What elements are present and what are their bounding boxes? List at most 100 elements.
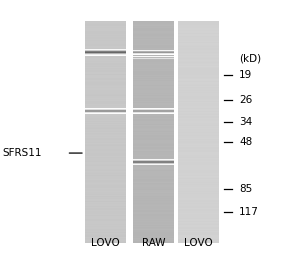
Bar [178, 71, 219, 72]
Bar [85, 45, 126, 46]
Bar [133, 222, 174, 223]
Bar [85, 77, 126, 78]
Bar [178, 55, 219, 56]
Bar [85, 161, 126, 162]
Bar [178, 240, 219, 241]
Bar [178, 136, 219, 137]
Bar [133, 188, 174, 189]
Bar [178, 52, 219, 53]
Bar [178, 86, 219, 87]
Bar [178, 184, 219, 185]
Bar [178, 112, 219, 113]
Bar [133, 232, 174, 233]
Bar [85, 63, 126, 64]
Bar [133, 149, 174, 150]
Bar [133, 45, 174, 46]
Bar [85, 167, 126, 168]
Bar [133, 37, 174, 38]
Bar [178, 79, 219, 80]
Bar [133, 81, 174, 82]
Bar [133, 226, 174, 227]
Bar [178, 200, 219, 201]
Bar [85, 212, 126, 213]
Bar [85, 170, 126, 171]
Bar [133, 241, 174, 242]
Bar [178, 229, 219, 230]
Bar [178, 201, 219, 202]
Bar [85, 134, 126, 135]
Bar [133, 146, 174, 147]
Bar [178, 193, 219, 194]
Bar [85, 104, 126, 105]
Bar [133, 89, 174, 90]
Bar [178, 232, 219, 233]
Bar [178, 56, 219, 57]
Bar [85, 125, 126, 126]
Bar [133, 28, 174, 29]
Bar [85, 236, 126, 237]
Bar [178, 25, 219, 26]
Bar [178, 65, 219, 66]
Bar [178, 214, 219, 215]
Bar [133, 60, 174, 61]
Bar [85, 95, 126, 96]
Bar [85, 24, 126, 25]
Bar [133, 143, 174, 144]
Bar [133, 82, 174, 83]
Bar [133, 219, 174, 220]
Bar [133, 201, 174, 202]
Bar [133, 233, 174, 234]
Bar [178, 224, 219, 225]
Bar [178, 36, 219, 37]
Bar [178, 207, 219, 208]
Bar [133, 26, 174, 27]
Bar [178, 61, 219, 62]
Bar [85, 47, 126, 48]
Bar [133, 137, 174, 138]
Bar [133, 110, 174, 111]
Bar [178, 120, 219, 121]
Bar [133, 84, 174, 85]
Bar [85, 21, 126, 22]
Bar [133, 158, 174, 159]
Bar [133, 172, 174, 173]
Bar [178, 225, 219, 226]
Bar [178, 194, 219, 195]
Bar [85, 85, 126, 86]
Text: 26: 26 [239, 95, 252, 105]
Bar [85, 26, 126, 27]
Bar [133, 213, 174, 214]
Bar [85, 46, 126, 47]
Bar [178, 131, 219, 132]
Bar [85, 204, 126, 205]
Bar [85, 205, 126, 206]
Bar [178, 197, 219, 198]
Bar [133, 238, 174, 239]
Bar [85, 158, 126, 159]
Bar [178, 160, 219, 161]
Bar [85, 79, 126, 80]
Bar [85, 233, 126, 234]
Text: RAW: RAW [142, 238, 165, 248]
Bar [178, 150, 219, 151]
Bar [133, 98, 174, 99]
Bar [85, 65, 126, 66]
Bar [178, 76, 219, 77]
Bar [133, 190, 174, 191]
Bar [178, 198, 219, 199]
Bar [133, 182, 174, 183]
Bar [178, 187, 219, 188]
Bar [178, 105, 219, 106]
Bar [178, 67, 219, 68]
Bar [133, 27, 174, 28]
Bar [85, 41, 126, 42]
Bar [178, 169, 219, 170]
Bar [178, 211, 219, 212]
Bar [133, 203, 174, 204]
Bar [133, 51, 174, 52]
Bar [85, 88, 126, 89]
Bar [85, 131, 126, 132]
Bar [178, 74, 219, 75]
Bar [178, 46, 219, 47]
Bar [178, 171, 219, 172]
